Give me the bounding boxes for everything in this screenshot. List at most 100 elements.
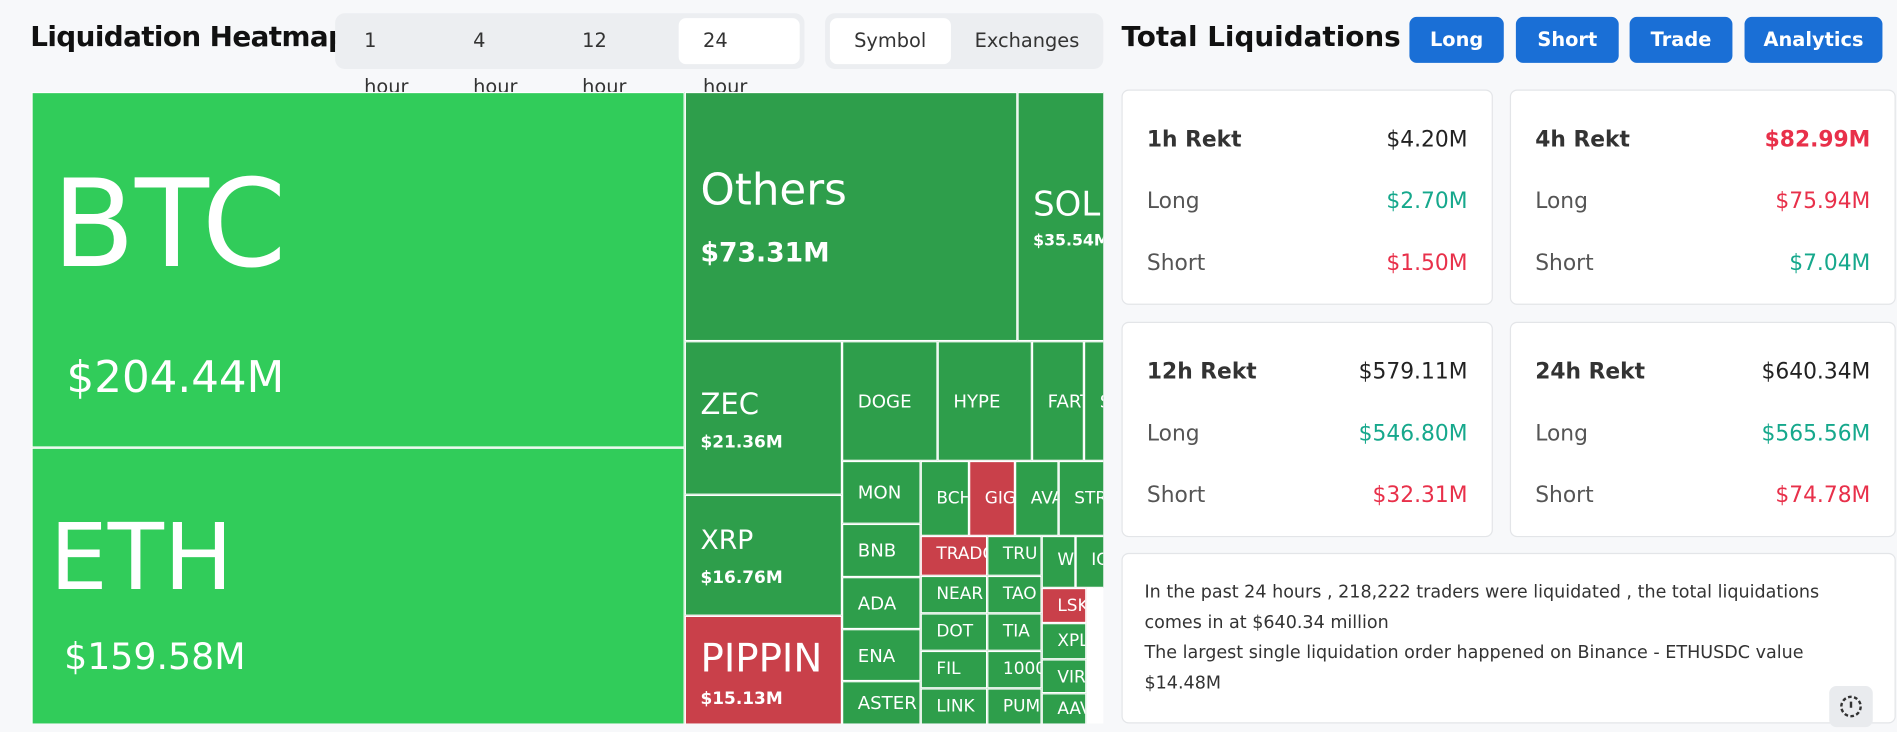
rekt-card: 24h Rekt $640.34M Long $565.56M Short $74.78M — [1509, 321, 1896, 538]
row-label: Short — [1535, 250, 1594, 276]
treemap-tile[interactable]: BTC $204.44M — [31, 91, 685, 448]
rekt-card: 4h Rekt $82.99M Long $75.94M Short $7.04M — [1509, 89, 1896, 305]
tile-label: LINK — [936, 696, 975, 717]
time-tab[interactable]: 24 hour — [678, 18, 800, 98]
card-row: Long $2.70M — [1147, 189, 1468, 214]
view-tab[interactable]: Exchanges — [974, 29, 1080, 53]
tile-label: TIA — [1002, 621, 1030, 642]
tile-label: AVA — [1030, 488, 1058, 509]
row-label: Short — [1146, 482, 1206, 509]
view-tab[interactable]: Symbol — [829, 18, 951, 65]
view-tabs: Symbol Exchanges — [825, 13, 1104, 69]
tile-label: TAO — [1002, 584, 1037, 604]
treemap-tile[interactable]: FART — [1031, 341, 1084, 461]
rekt-card: 1h Rekt $4.20M Long $2.70M Short $1.50M — [1121, 89, 1493, 305]
action-button[interactable]: Short — [1515, 16, 1619, 63]
treemap-tile[interactable]: AAV — [1041, 693, 1087, 724]
row-label: Long — [1535, 188, 1588, 215]
treemap-tile[interactable]: GIG — [969, 460, 1016, 536]
card-total: $4.20M — [1386, 127, 1468, 153]
treemap-tile[interactable]: NEAR — [920, 575, 988, 614]
summary-card: In the past 24 hours , 218,222 traders w… — [1121, 552, 1896, 724]
time-tab[interactable]: 12 hour — [582, 29, 627, 98]
treemap-tile[interactable]: LINK — [920, 688, 988, 724]
treemap-tile[interactable]: LSK — [1041, 587, 1087, 624]
treemap-tile[interactable]: ASTER — [842, 681, 921, 724]
treemap-tile[interactable]: TAO — [987, 575, 1042, 614]
row-value: $1.50M — [1386, 250, 1468, 276]
card-title: 24h Rekt — [1535, 359, 1646, 385]
treemap-tile[interactable]: DOGE — [842, 341, 938, 461]
treemap-tile[interactable]: ADA — [842, 577, 921, 630]
treemap-tile[interactable]: ETH $159.58M — [31, 447, 685, 724]
treemap-tile[interactable]: Others $73.31M — [684, 91, 1018, 342]
treemap-tile[interactable]: TIA — [987, 613, 1042, 651]
tile-label: WL — [1057, 550, 1075, 570]
card-header: 12h Rekt $579.11M — [1147, 359, 1468, 384]
tile-value: $73.31M — [700, 238, 830, 269]
treemap-tile[interactable]: PUM — [987, 688, 1042, 724]
tile-label: ADA — [857, 592, 897, 615]
tile-label: VIR — [1057, 667, 1086, 688]
tile-label: SOL — [1033, 183, 1101, 224]
treemap-tile[interactable]: SOL $35.54M — [1017, 91, 1104, 342]
card-title: 12h Rekt — [1146, 359, 1257, 385]
row-label: Long — [1146, 421, 1200, 447]
panel-title: Total Liquidations — [1121, 21, 1401, 54]
tile-label: HYPE — [953, 390, 1001, 413]
tile-label: FIL — [936, 659, 961, 679]
treemap-tile[interactable]: STR — [1058, 460, 1104, 536]
treemap-tile[interactable]: FIL — [920, 650, 988, 689]
tile-label: DOT — [936, 621, 974, 642]
time-tab[interactable]: 4 hour — [473, 29, 518, 98]
treemap-tile[interactable]: AVA — [1015, 460, 1059, 536]
card-title: 1h Rekt — [1146, 127, 1242, 153]
treemap-tile[interactable]: BCH — [920, 460, 970, 536]
row-value: $565.56M — [1761, 421, 1871, 447]
tile-label: BTC — [52, 153, 287, 296]
treemap-tile[interactable]: DOT — [920, 613, 988, 651]
row-label: Short — [1535, 482, 1594, 509]
treemap-tile[interactable]: 1000 — [987, 650, 1042, 689]
tile-label: XPL — [1057, 631, 1087, 651]
action-button[interactable]: Analytics — [1744, 16, 1883, 63]
treemap-tile[interactable]: XRP $16.76M — [684, 494, 843, 616]
tile-label: BNB — [857, 539, 897, 562]
card-title: 4h Rekt — [1535, 127, 1630, 153]
action-button[interactable]: Trade — [1629, 16, 1733, 63]
settings-button[interactable] — [1829, 685, 1873, 728]
card-total: $640.34M — [1761, 359, 1871, 385]
card-header: 24h Rekt $640.34M — [1535, 359, 1870, 384]
action-button[interactable]: Long — [1409, 16, 1504, 63]
card-row: Short $74.78M — [1535, 483, 1870, 508]
treemap-tile[interactable]: ENA — [842, 629, 921, 682]
time-tab[interactable]: 1 hour — [364, 29, 409, 98]
tile-label: STR — [1074, 488, 1103, 509]
card-row: Long $546.80M — [1147, 421, 1468, 446]
treemap-tile[interactable]: WL — [1041, 535, 1076, 588]
treemap-tile[interactable]: BNB — [842, 523, 921, 578]
tile-value: $16.76M — [700, 568, 783, 588]
treemap-tile[interactable]: VIR — [1041, 659, 1087, 694]
row-label: Long — [1535, 421, 1588, 447]
card-total: $579.11M — [1358, 359, 1468, 385]
tile-value: $204.44M — [66, 353, 285, 403]
tile-label: LSK — [1057, 596, 1087, 616]
treemap-tile[interactable]: ZEC $21.36M — [684, 341, 843, 495]
treemap-tile[interactable]: TRU — [987, 535, 1042, 576]
treemap-tile[interactable]: HYPE — [937, 341, 1032, 461]
treemap-tile[interactable]: MON — [842, 460, 921, 524]
tile-label: DOGE — [857, 390, 912, 413]
tile-label: ENA — [857, 644, 896, 667]
treemap-tile[interactable]: PIPPIN $15.13M — [684, 615, 843, 724]
treemap-tile[interactable]: XPL — [1041, 623, 1087, 660]
treemap-tile[interactable]: IO — [1075, 535, 1104, 588]
treemap-tile[interactable]: TRADO — [920, 535, 988, 576]
tile-label: Others — [700, 165, 847, 216]
card-row: Short $32.31M — [1147, 483, 1468, 508]
tile-label: TRADO — [936, 544, 986, 564]
treemap-tile[interactable]: S — [1083, 341, 1104, 461]
row-value: $2.70M — [1386, 188, 1468, 215]
